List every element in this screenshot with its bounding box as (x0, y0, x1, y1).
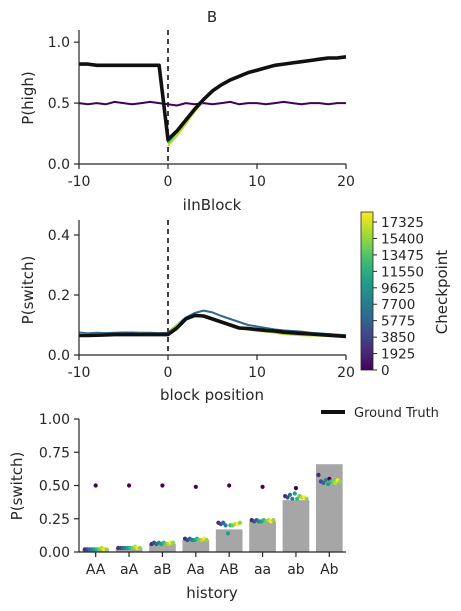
dot-aA-0 (126, 483, 132, 488)
dot-Ab-3 (321, 480, 326, 485)
dot-AB-0 (227, 483, 232, 488)
dot-Aa-10 (204, 537, 209, 543)
bottom-y-tick-label: 0.00 (39, 545, 70, 561)
dot-ab-2 (285, 495, 290, 500)
bar-aa (249, 521, 276, 552)
bar-aA (115, 548, 143, 552)
figure-title: B (207, 8, 217, 26)
panel-history-bars: AA aA aB Aa AB aa ab Ab 0.00 0.25 0.50 0.75 1.00 his… (8, 412, 346, 602)
bottom-y-tick-label: 0.75 (39, 445, 70, 461)
top-ground-truth-line (79, 55, 347, 142)
bottom-x-tick-label: ab (287, 562, 305, 578)
middle-y-tick-label: 0.0 (48, 348, 70, 364)
bottom-y-tick-label: 0.25 (39, 512, 70, 528)
bottom-y-tick-label: 1.00 (39, 412, 70, 428)
top-checkpoint-3850-line (167, 83, 222, 147)
colorbar-gradient (360, 211, 374, 371)
colorbar-tick-label: 3850 (381, 330, 415, 346)
dot-aB-0 (160, 483, 165, 488)
middle-x-axis-label: block position (160, 386, 264, 404)
middle-y-tick-label: 0.4 (48, 228, 70, 244)
colorbar-tick-label: 0 (381, 363, 390, 379)
bottom-x-tick-label: aB (153, 562, 171, 578)
dot-Ab-8 (333, 480, 338, 485)
top-y-tick-label: 0.5 (48, 96, 70, 112)
bottom-y-axis-label: P(switch) (8, 452, 26, 521)
colorbar-tick-label: 1925 (381, 347, 415, 363)
bottom-x-tick-label: aa (254, 562, 271, 578)
dot-AA-0 (93, 483, 98, 488)
dot-ab-3 (287, 492, 293, 497)
colorbar-tick-label: 15400 (381, 231, 424, 247)
dot-ab-6 (295, 496, 300, 501)
dot-aa-0 (260, 484, 265, 489)
legend-label-ground-truth: Ground Truth (354, 406, 439, 421)
dot-ab-10 (304, 496, 309, 501)
middle-ground-truth-line (79, 313, 347, 339)
bar-aB (149, 544, 176, 552)
top-x-tick-label: 10 (248, 174, 266, 190)
middle-x-tick-label: 20 (337, 365, 355, 381)
dot-AB-4 (223, 523, 228, 528)
top-y-axis-label: P(high) (19, 71, 37, 124)
dot-Ab-4 (323, 478, 328, 483)
colorbar-tick-label: 17325 (381, 215, 424, 231)
middle-x-tick-label: 0 (164, 365, 173, 381)
middle-series-group (78, 220, 347, 355)
colorbar-tick-label: 7700 (381, 297, 415, 313)
bottom-x-tick-label: AA (86, 562, 106, 578)
middle-y-axis-label: P(switch) (19, 256, 37, 325)
checkpoint-colorbar: 0192538505775770096251155013475154001732… (360, 211, 451, 379)
top-x-tick-label: 20 (337, 174, 355, 190)
dot-Ab-5 (326, 482, 331, 487)
middle-x-tick-label: -10 (68, 365, 91, 381)
bottom-x-tick-label: Ab (320, 562, 339, 578)
bottom-x-axis-label: history (186, 584, 238, 602)
top-x-tick-label: -10 (68, 174, 91, 190)
top-y-tick-label: 1.0 (48, 35, 70, 51)
colorbar-tick-label: 13475 (381, 248, 424, 264)
bottom-ticks: AA aA aB Aa AB aa ab Ab 0.00 0.25 0.50 0.75 1.00 (39, 412, 339, 578)
dot-Ab-1 (316, 472, 321, 477)
bottom-y-tick-label: 0.50 (39, 479, 70, 495)
bottom-x-tick-label: Aa (187, 562, 205, 578)
colorbar-tick-label: 9625 (381, 281, 415, 297)
dot-AB-10 (237, 520, 243, 525)
dot-AB-3 (221, 520, 226, 525)
top-x-axis-label: iInBlock (183, 196, 242, 214)
dot-aB-10 (171, 540, 176, 545)
dot-Aa-0 (193, 484, 198, 489)
top-checkpoint-0-line (78, 100, 346, 107)
dot-ab-4 (290, 496, 295, 501)
colorbar-tick-label: 5775 (381, 314, 415, 330)
dot-AB-5 (225, 531, 231, 536)
bottom-x-tick-label: aA (120, 562, 139, 578)
dot-AA-10 (104, 547, 109, 552)
middle-y-tick-label: 0.2 (48, 288, 70, 304)
bottom-bars-group (82, 464, 343, 552)
dot-ab-5 (292, 491, 297, 496)
bar-ab (282, 500, 310, 552)
colorbar-ticks: 0192538505775770096251155013475154001732… (373, 215, 424, 379)
legend: Ground Truth (321, 406, 439, 421)
panel-p-switch-block: -10 0 10 20 0.0 0.2 0.4 block position P(switc… (19, 220, 355, 404)
bar-Aa (182, 540, 210, 552)
middle-checkpoint-7700-line (78, 309, 347, 337)
top-series-group (78, 30, 347, 164)
top-ticks: -10 0 10 20 0.0 0.5 1.0 (48, 35, 355, 190)
bottom-x-tick-label: AB (220, 562, 239, 578)
colorbar-tick-label: 11550 (381, 264, 424, 280)
dot-Ab-10 (338, 479, 343, 484)
dot-aa-10 (271, 517, 276, 523)
colorbar-label: Checkpoint (433, 250, 451, 335)
panel-p-high: -10 0 10 20 0.0 0.5 1.0 iInBlock P(high) (19, 30, 355, 214)
middle-ticks: -10 0 10 20 0.0 0.2 0.4 (48, 228, 355, 381)
middle-x-tick-label: 10 (248, 365, 266, 381)
dot-aA-10 (137, 545, 142, 551)
top-x-tick-label: 0 (164, 174, 173, 190)
top-y-tick-label: 0.0 (48, 157, 70, 173)
bar-AB (215, 529, 243, 552)
dot-ab-0 (293, 486, 299, 491)
